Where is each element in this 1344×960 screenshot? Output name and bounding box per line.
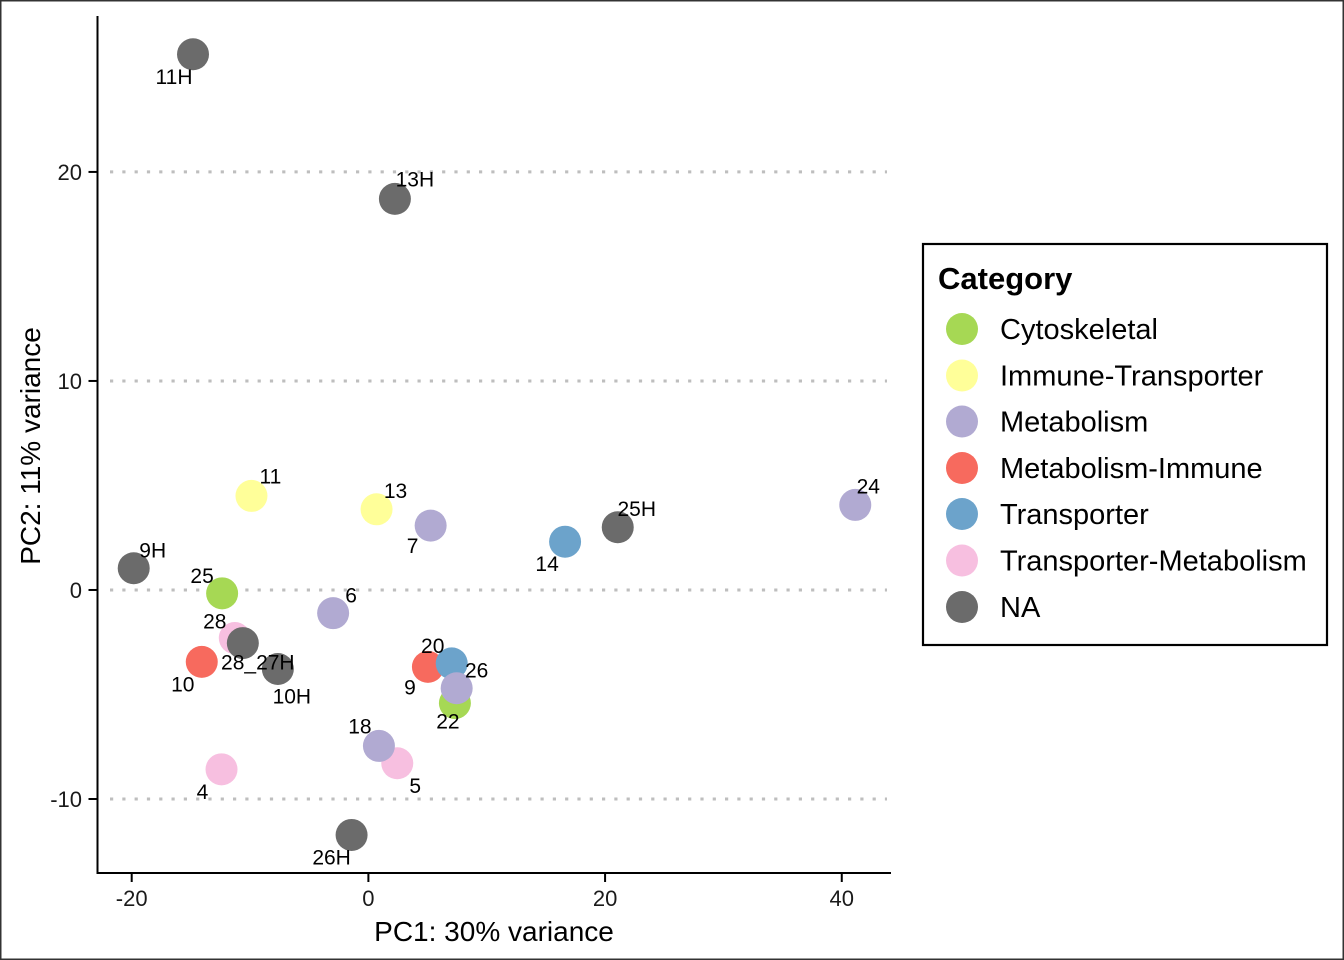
x-tick-label: 20 (593, 886, 617, 911)
legend-key (946, 452, 978, 484)
x-axis-title: PC1: 30% variance (374, 916, 614, 947)
data-point (335, 818, 368, 851)
legend-key (946, 313, 978, 345)
data-point (411, 650, 444, 683)
legend-label: Cytoskeletal (1000, 314, 1158, 346)
data-point (414, 509, 447, 542)
legend-item-na: NA (946, 591, 1041, 624)
point-label: 26H (312, 846, 351, 869)
point-label: 24 (857, 475, 881, 498)
data-point (261, 652, 294, 685)
point-label: 7 (407, 535, 419, 558)
x-axis-ticks: -20 0 20 40 (116, 873, 854, 911)
data-point (185, 645, 218, 678)
legend-key (946, 405, 978, 438)
point-label: 4 (197, 781, 209, 804)
point-label: 28_27H (221, 652, 295, 675)
y-tick-label: 20 (58, 160, 82, 185)
point-label: 14 (535, 553, 559, 576)
legend-key (946, 359, 978, 392)
legend-label: NA (1000, 592, 1041, 624)
data-point (206, 577, 239, 610)
point-label: 11H (156, 66, 193, 89)
legend: Category Cytoskeletal Immune-Transporter… (921, 242, 1329, 647)
data-point (177, 38, 210, 71)
point-label: 6 (345, 585, 357, 608)
legend-box (921, 242, 1329, 647)
point-label: 26 (465, 660, 488, 683)
point-label: 20 (421, 635, 444, 658)
point-label: 5 (409, 775, 421, 798)
y-tick-label: -10 (50, 787, 82, 812)
point-label: 10 (171, 673, 194, 696)
point-label: 25 (190, 565, 213, 588)
y-tick-label: 10 (58, 369, 82, 394)
legend-label: Metabolism (1000, 407, 1148, 439)
y-tick-label: 0 (70, 578, 82, 603)
point-label: 11 (260, 465, 282, 488)
data-point (235, 479, 268, 512)
legend-label: Transporter (1000, 499, 1149, 531)
point-label: 9H (139, 540, 166, 563)
data-points (117, 38, 872, 851)
point-label: 28 (203, 611, 226, 634)
x-tick-label: 40 (830, 886, 854, 911)
x-tick-label: 0 (362, 886, 374, 911)
data-point (362, 729, 395, 762)
point-label: 13H (396, 168, 435, 191)
data-point (601, 511, 634, 544)
axes: -20 0 20 40 -10 0 10 20 PC1: 30% variance PC2:… (15, 16, 891, 947)
data-point (440, 672, 473, 705)
legend-item-immune-transporter: Immune-Transporter (946, 359, 1264, 393)
point-label: 9 (404, 676, 416, 699)
legend-item-metabolism: Metabolism (946, 405, 1148, 439)
legend-title: Category (938, 261, 1073, 296)
legend-key (946, 498, 978, 530)
y-axis-ticks: -10 0 10 20 (50, 160, 98, 812)
point-label: 13 (384, 480, 407, 503)
legend-item-transporter: Transporter (946, 498, 1149, 531)
y-axis-title: PC2: 11% variance (15, 327, 46, 565)
data-point (117, 552, 150, 585)
data-point (360, 493, 393, 526)
point-label: 18 (348, 715, 371, 738)
point-label: 25H (617, 498, 656, 521)
data-point (839, 488, 872, 521)
legend-item-transporter-metabolism: Transporter-Metabolism (946, 544, 1307, 578)
legend-key (946, 591, 978, 623)
legend-item-metabolism-immune: Metabolism-Immune (946, 452, 1263, 485)
data-point (549, 525, 582, 558)
data-point (378, 182, 411, 215)
legend-label: Transporter-Metabolism (1000, 546, 1307, 578)
data-point (205, 753, 238, 786)
data-point (226, 627, 259, 660)
legend-key (946, 544, 978, 577)
legend-label: Immune-Transporter (1000, 361, 1264, 393)
point-labels: 11H 13H 11 13 7 14 25H 24 9H 25 6 28 28_27H 10 10H 9 22 2… (139, 66, 880, 870)
legend-label: Metabolism-Immune (1000, 453, 1263, 485)
point-label: 10H (273, 685, 312, 708)
x-tick-label: -20 (116, 886, 148, 911)
point-label: 22 (436, 711, 459, 734)
data-point (435, 647, 468, 680)
data-point (317, 597, 350, 630)
legend-item-cytoskeletal: Cytoskeletal (946, 313, 1158, 346)
